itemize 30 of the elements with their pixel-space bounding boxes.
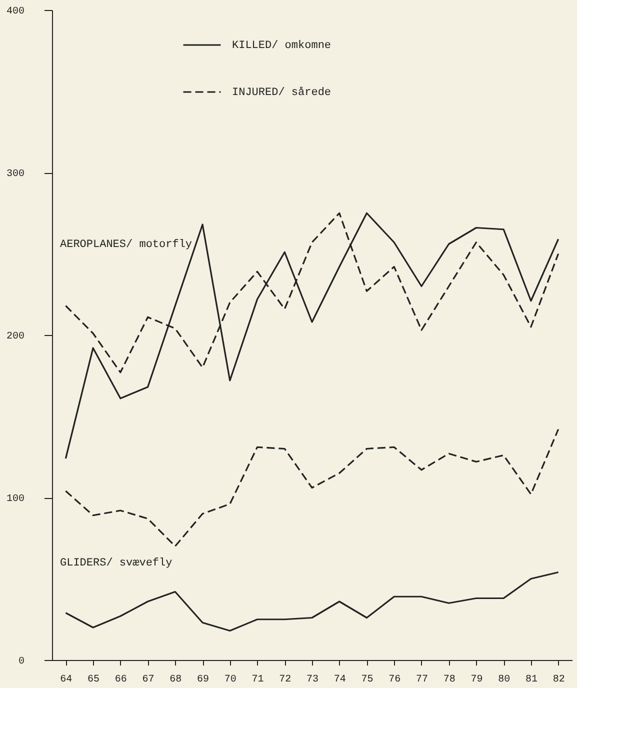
x-tick-label: 74 — [334, 674, 346, 686]
annotation: AEROPLANES/ motorfly — [60, 239, 192, 251]
y-tick-label: 100 — [6, 494, 24, 505]
y-tick-label: 0 — [18, 656, 24, 668]
x-tick-label: 64 — [60, 674, 72, 686]
x-tick-label: 77 — [416, 674, 428, 686]
x-tick-label: 66 — [114, 674, 127, 686]
x-tick-label: 78 — [443, 674, 456, 686]
x-tick-label: 73 — [306, 674, 319, 686]
legend-label: INJURED/ sårede — [232, 86, 332, 99]
x-tick-label: 70 — [224, 674, 236, 686]
x-tick-label: 67 — [142, 674, 154, 686]
x-tick-label: 82 — [552, 674, 565, 686]
y-tick-label: 300 — [6, 169, 24, 180]
x-tick-label: 75 — [361, 674, 374, 686]
x-tick-label: 79 — [470, 674, 483, 686]
x-tick-label: 72 — [279, 674, 292, 686]
x-tick-label: 80 — [498, 674, 510, 686]
line-series — [64, 428, 560, 548]
x-tick-label: 76 — [388, 674, 401, 686]
y-tick-label: 400 — [6, 6, 24, 18]
y-tick-label: 200 — [6, 332, 24, 342]
annotation: GLIDERS/ svævefly — [60, 558, 173, 570]
x-tick-label: 65 — [88, 674, 100, 686]
x-tick-label: 68 — [170, 674, 182, 686]
x-tick-label: 81 — [525, 674, 538, 686]
x-tick-label: 71 — [252, 674, 264, 686]
line-series — [64, 571, 560, 632]
legend-label: KILLED/ omkomne — [232, 40, 332, 52]
x-tick-label: 69 — [197, 674, 210, 686]
